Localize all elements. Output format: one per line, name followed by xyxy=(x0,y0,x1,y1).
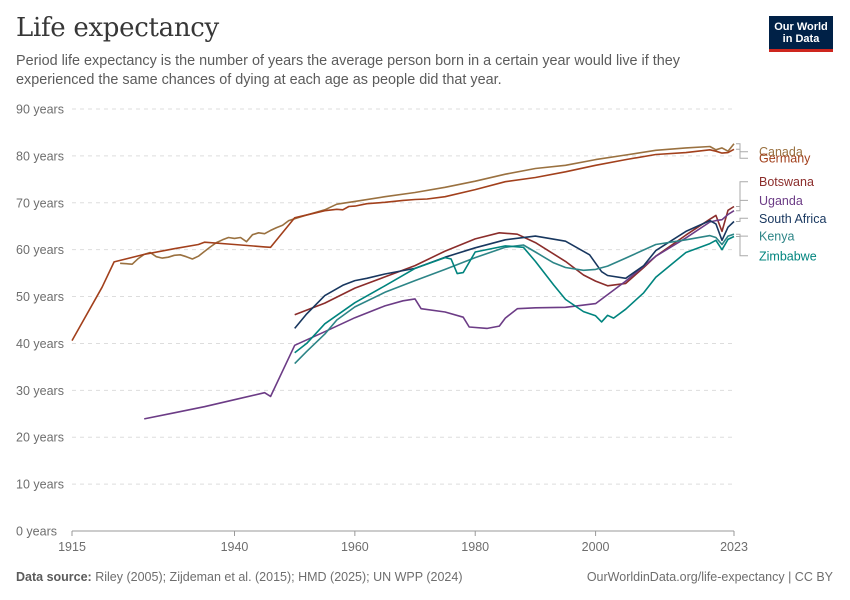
legend-connector xyxy=(736,148,748,159)
legend-label-uganda[interactable]: Uganda xyxy=(759,194,803,208)
y-tick-label: 10 years xyxy=(16,478,64,492)
legend-connector xyxy=(736,143,748,153)
legend-label-south-africa[interactable]: South Africa xyxy=(759,212,826,226)
y-tick-label: 20 years xyxy=(16,431,64,445)
legend-connector xyxy=(736,199,748,212)
x-tick-label: 2023 xyxy=(720,540,748,554)
series-line-botswana[interactable] xyxy=(294,205,735,316)
legend-label-zimbabwe[interactable]: Zimbabwe xyxy=(759,249,817,263)
series-lines xyxy=(71,143,735,420)
legend-connector xyxy=(736,181,748,207)
y-tick-label: 80 years xyxy=(16,149,64,163)
series-line-zimbabwe[interactable] xyxy=(294,235,735,354)
gridlines xyxy=(72,108,734,532)
data-source-text: Riley (2005); Zijdeman et al. (2015); HM… xyxy=(95,570,463,584)
series-line-canada[interactable] xyxy=(120,143,735,265)
logo-line-2: in Data xyxy=(782,33,820,45)
x-tick-label: 1960 xyxy=(341,540,369,554)
y-tick-label: 50 years xyxy=(16,290,64,304)
series-line-kenya[interactable] xyxy=(294,233,735,365)
owid-logo[interactable]: Our World in Data xyxy=(769,16,833,52)
legend-connector xyxy=(736,217,748,222)
y-tick-label: 60 years xyxy=(16,243,64,257)
series-line-south-africa[interactable] xyxy=(294,219,735,329)
series-line-uganda[interactable] xyxy=(144,210,735,420)
logo-line-1: Our World xyxy=(774,21,828,33)
legend-connector xyxy=(736,236,748,257)
chart-subtitle: Period life expectancy is the number of … xyxy=(16,53,680,88)
data-source: Data source: Riley (2005); Zijdeman et a… xyxy=(16,570,463,584)
page-title: Life expectancy xyxy=(16,13,219,43)
data-source-label: Data source: xyxy=(16,570,92,584)
legend-label-germany[interactable]: Germany xyxy=(759,152,811,166)
legend-connector xyxy=(736,233,748,237)
series-line-germany[interactable] xyxy=(71,148,735,341)
y-tick-label: 0 years xyxy=(16,525,57,539)
legend-label-canada[interactable]: Canada xyxy=(759,145,803,159)
y-tick-label: 70 years xyxy=(16,196,64,210)
y-tick-label: 90 years xyxy=(16,103,64,117)
x-tick-label: 1940 xyxy=(221,540,249,554)
x-tick-label: 1915 xyxy=(58,540,86,554)
x-tick-label: 1980 xyxy=(461,540,489,554)
legend-label-kenya[interactable]: Kenya xyxy=(759,230,794,244)
y-tick-label: 30 years xyxy=(16,384,64,398)
x-tick-label: 2000 xyxy=(582,540,610,554)
x-axis: 1915 1940 1960 1980 2000 2023 xyxy=(58,531,748,554)
y-tick-label: 40 years xyxy=(16,337,64,351)
legend-label-botswana[interactable]: Botswana xyxy=(759,175,814,189)
footer-url[interactable]: OurWorldinData.org/life-expectancy | CC … xyxy=(586,570,833,584)
y-axis: 0 years 10 years 20 years 30 years 40 years 5… xyxy=(16,103,64,539)
